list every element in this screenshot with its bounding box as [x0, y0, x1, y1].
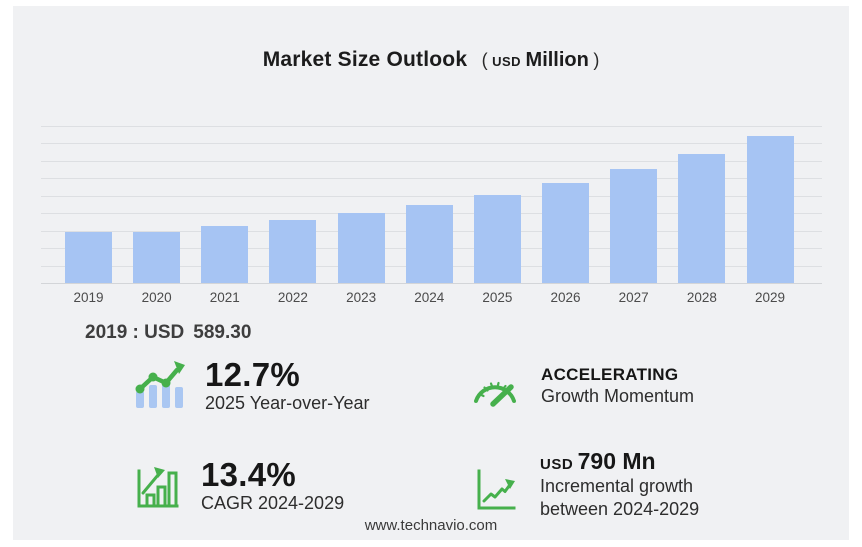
page-title: Market Size Outlook ( USD Million ): [13, 48, 849, 72]
bar-2029: [746, 135, 794, 283]
momentum-label: Growth Momentum: [541, 386, 695, 406]
paren-open: (: [481, 50, 488, 70]
bar-chart-arrow-icon: [135, 462, 179, 515]
yoy-value: 12.7%: [205, 356, 301, 393]
gridline: [41, 178, 822, 180]
momentum-value: ACCELERATING: [541, 365, 679, 384]
bar-chart-plot-area: 2019 2020 2021 2022 2023 2024 2025 2026 2027 2028…: [41, 126, 822, 305]
stat-cagr: 13.4% CAGR 2024-2029: [135, 458, 344, 515]
bar-2027: [610, 169, 658, 283]
x-axis-label-2020: 2020: [141, 290, 172, 305]
line-growth-icon: [474, 468, 516, 517]
annotation-value: 589.30: [193, 322, 252, 343]
bars-trendline-icon: [133, 360, 185, 415]
title-paren-open: [472, 50, 482, 70]
infographic-card: Market Size Outlook ( USD Million ) 2019…: [13, 6, 849, 540]
title-currency: USD: [492, 54, 522, 69]
title-unit: Million: [525, 49, 589, 71]
gridline: [41, 143, 822, 145]
gridline: [41, 195, 822, 197]
x-axis-label-2027: 2027: [618, 290, 649, 305]
incremental-value: 790 Mn: [577, 448, 656, 474]
x-axis-label-2021: 2021: [209, 290, 240, 305]
x-axis-label-2019: 2019: [73, 290, 104, 305]
incremental-label-line2: between 2024-2029: [540, 499, 700, 519]
incremental-currency: USD: [540, 456, 574, 473]
bar-2022: [269, 220, 317, 283]
x-axis-label-2029: 2029: [754, 290, 786, 305]
bar-2020: [133, 232, 181, 283]
yoy-label: 2025 Year-over-Year: [205, 393, 370, 413]
bar-2026: [542, 182, 590, 283]
annotation-label: 2019 : USD: [85, 322, 185, 343]
paren-close: ): [593, 50, 600, 70]
bar-2028: [678, 154, 726, 283]
bar-2021: [201, 226, 249, 283]
bar-2019: [65, 231, 112, 283]
cagr-label: CAGR 2024-2029: [201, 493, 345, 513]
x-axis-label-2026: 2026: [550, 290, 581, 305]
x-axis-label-2022: 2022: [277, 290, 308, 305]
bar-2023: [337, 212, 385, 283]
stat-yoy-growth: 12.7% 2025 Year-over-Year: [133, 358, 369, 415]
base-year-annotation: 2019 : USD 589.30: [85, 322, 251, 344]
incremental-label-line1: Incremental growth: [540, 476, 694, 496]
stat-incremental-growth: USD 790 Mn Incremental growth between 20…: [474, 448, 699, 521]
website-url: www.technavio.com: [364, 517, 498, 534]
bar-2025: [473, 194, 521, 283]
cagr-value: 13.4%: [201, 456, 297, 493]
title-text: Market Size Outlook: [262, 48, 468, 71]
gridline: [41, 126, 822, 127]
x-axis-label-2023: 2023: [346, 290, 377, 305]
x-axis-baseline: [41, 283, 822, 284]
speedometer-icon: [471, 370, 519, 415]
stat-growth-momentum: ACCELERATING Growth Momentum: [471, 364, 694, 415]
x-axis-label-2024: 2024: [414, 290, 445, 305]
x-axis-label-2028: 2028: [686, 290, 717, 305]
x-axis-label-2025: 2025: [482, 290, 513, 305]
bar-2024: [405, 204, 453, 283]
gridline: [41, 160, 822, 162]
